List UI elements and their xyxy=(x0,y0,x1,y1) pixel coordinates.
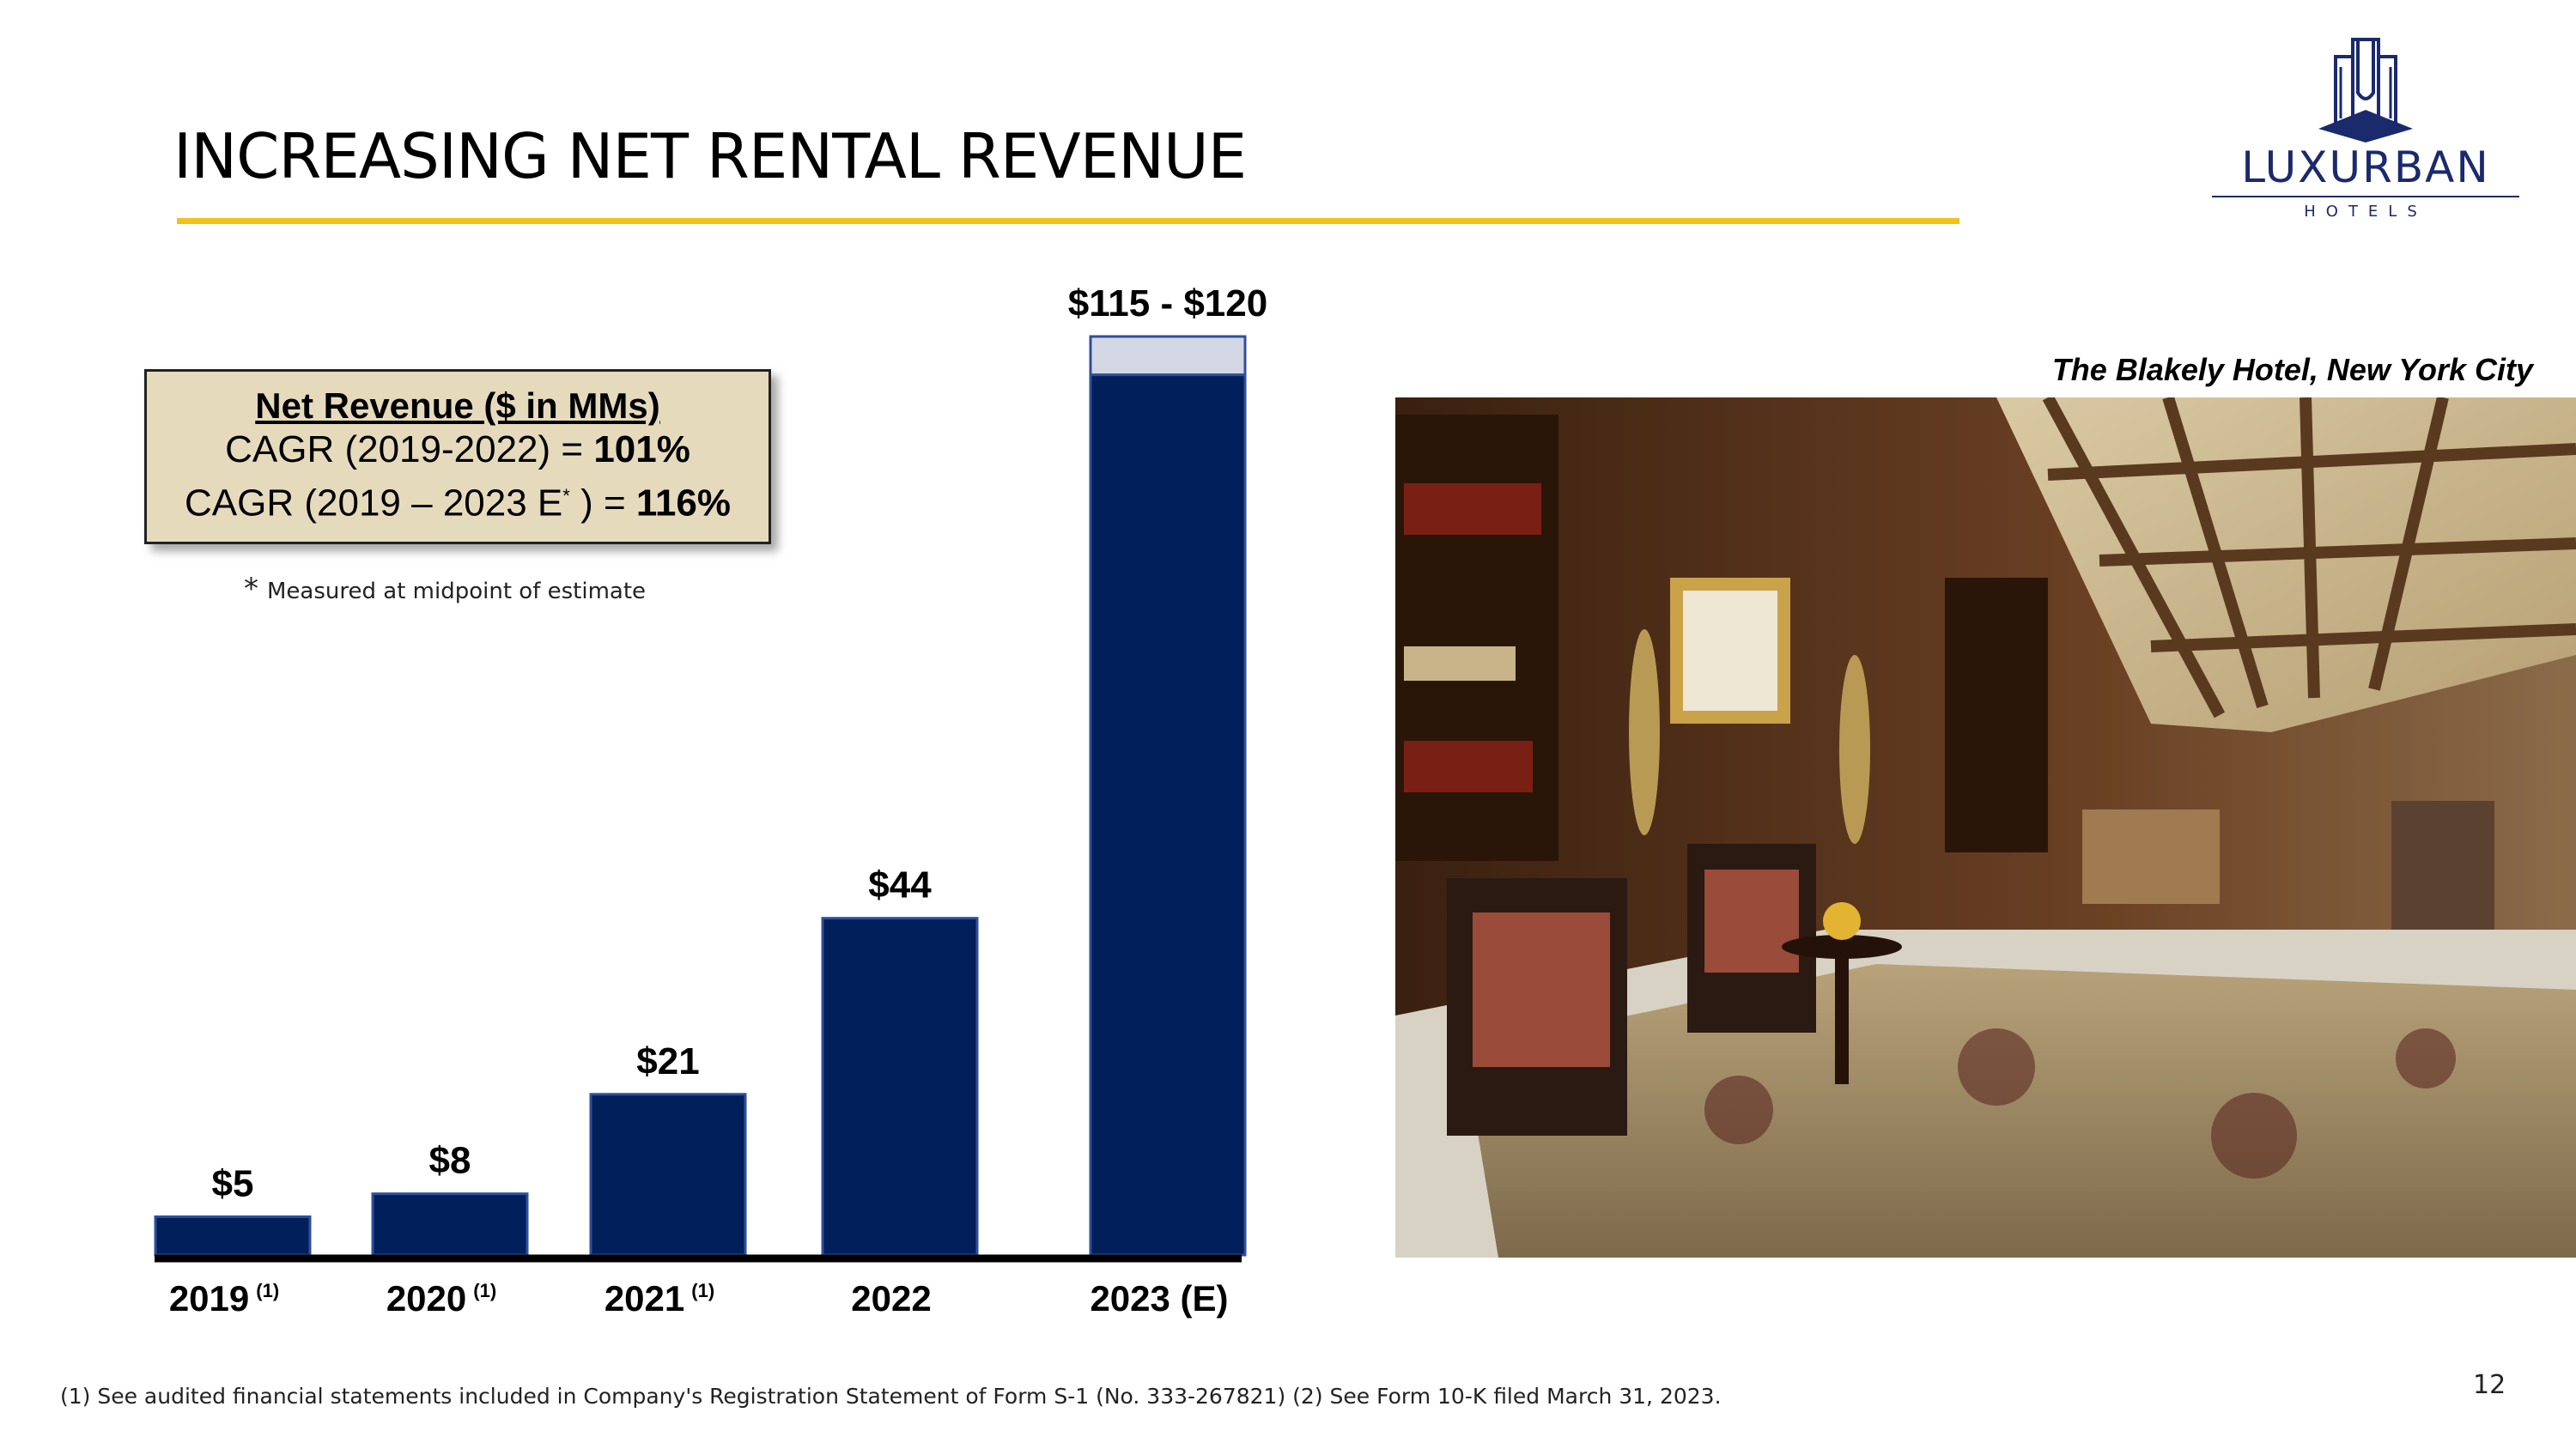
slide-title: INCREASING NET RENTAL REVENUE xyxy=(173,120,1247,192)
estimate-footnote: * Measured at midpoint of estimate xyxy=(244,572,646,606)
x-tick-label-2020: 2020 (1) xyxy=(386,1278,496,1319)
data-label-2021: $21 xyxy=(636,1040,699,1082)
source-footnote: (1) See audited financial statements inc… xyxy=(60,1384,1722,1409)
photo-caption: The Blakely Hotel, New York City xyxy=(2051,352,2533,387)
bar-2021 xyxy=(589,1093,747,1257)
cagr-line-2019-2023: CAGR (2019 – 2023 E* ) = 116% xyxy=(147,473,769,527)
footnote-asterisk: * xyxy=(244,572,258,606)
company-logo: LUXURBAN HOTELS xyxy=(2207,33,2524,230)
cagr-box-title: Net Revenue ($ in MMs) xyxy=(255,385,660,426)
x-tick-label-2021: 2021 (1) xyxy=(605,1278,714,1319)
cagr-line1-value: 101% xyxy=(593,428,690,470)
data-label-2023-e: $115 - $120 xyxy=(1068,282,1267,324)
hotel-lobby-illustration xyxy=(1395,397,2576,1258)
cagr-line1-label: CAGR (2019-2022) = xyxy=(225,428,594,470)
data-label-2019: $5 xyxy=(212,1162,254,1204)
logo-subtitle: HOTELS xyxy=(2304,203,2427,221)
x-tick-label-2023-e: 2023 (E) xyxy=(1090,1278,1228,1319)
title-underline xyxy=(177,218,1959,224)
cagr-line2-label: CAGR (2019 – 2023 E xyxy=(185,482,563,524)
bar-2019 xyxy=(154,1215,312,1257)
data-label-2022: $44 xyxy=(868,864,932,906)
logo-divider xyxy=(2212,196,2519,197)
cagr-line2-asterisk: * xyxy=(562,485,570,506)
net-revenue-bar-chart: $5 2019 (1) $8 2020 (1) $21 2021 (1) $44 2022 $115 … xyxy=(154,282,1267,1319)
data-label-2020: $8 xyxy=(429,1140,471,1182)
footnote-text: Measured at midpoint of estimate xyxy=(267,579,647,604)
x-tick-label-2022: 2022 xyxy=(851,1278,931,1319)
cagr-line2-value: 116% xyxy=(635,482,731,524)
bar-range-2023-e xyxy=(1089,335,1247,377)
x-tick-label-2019: 2019 (1) xyxy=(169,1278,279,1319)
bar-2022 xyxy=(821,917,979,1257)
bar-2023-e xyxy=(1089,373,1247,1257)
cagr-line-2019-2022: CAGR (2019-2022) = 101% xyxy=(147,427,769,473)
building-crest-icon xyxy=(2318,38,2413,142)
logo-wordmark: LUXURBAN xyxy=(2241,142,2490,192)
page-number: 12 xyxy=(2473,1370,2506,1400)
cagr-summary-box: Net Revenue ($ in MMs) CAGR (2019-2022) … xyxy=(144,369,771,544)
cagr-line2-suffix: ) = xyxy=(569,482,636,524)
hotel-lobby-photo xyxy=(1395,397,2576,1258)
bar-2020 xyxy=(371,1192,529,1257)
